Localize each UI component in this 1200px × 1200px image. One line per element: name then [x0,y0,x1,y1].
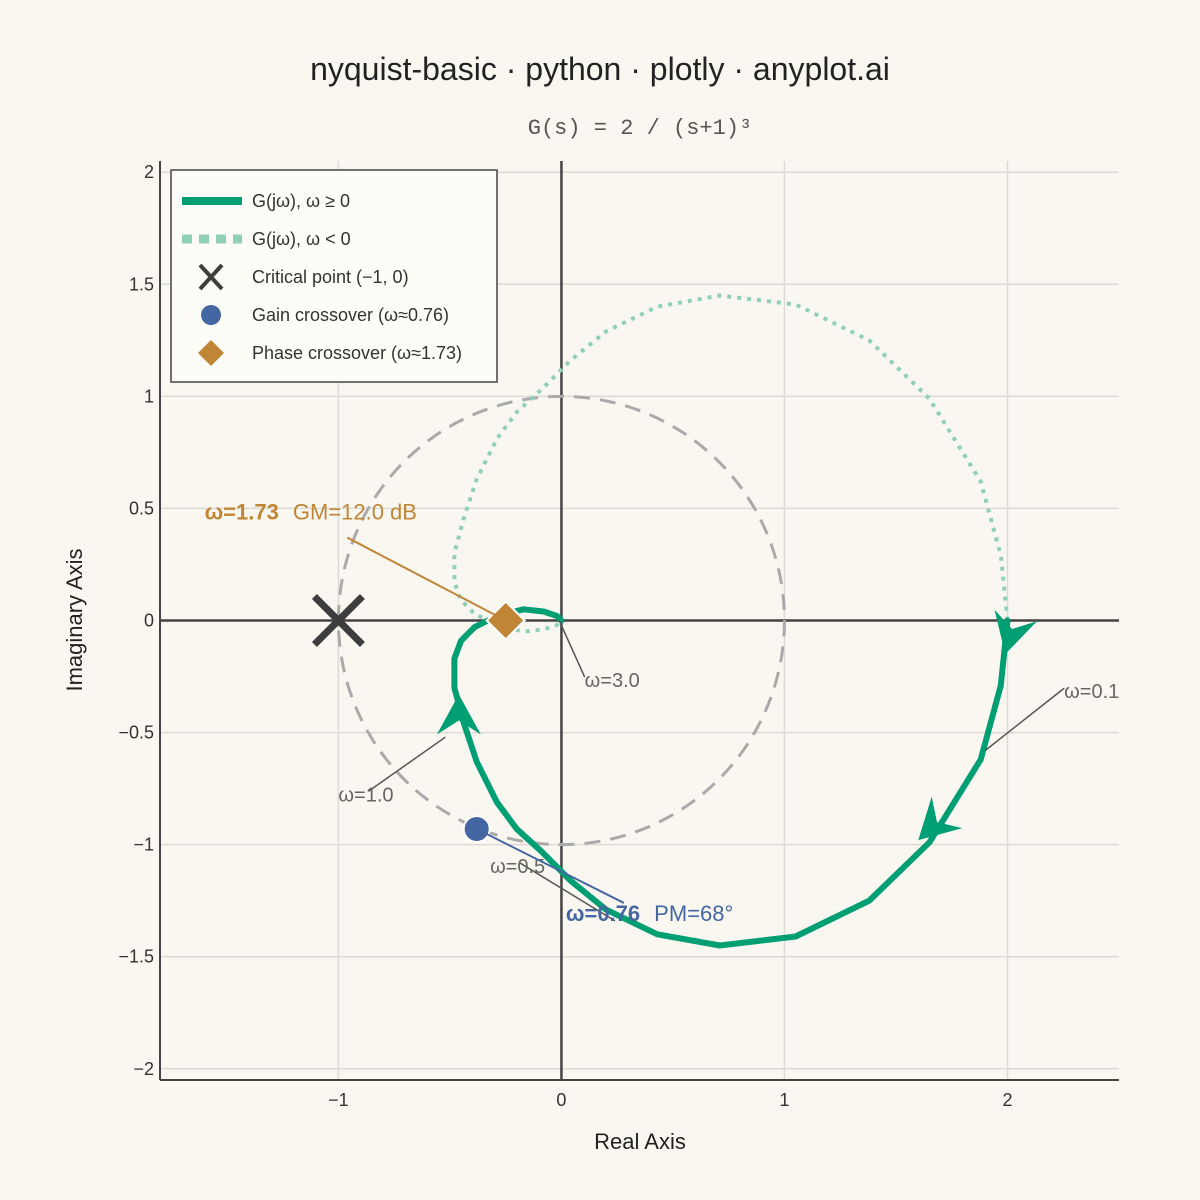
y-tick-label: 1 [144,386,154,406]
x-tick-label: 1 [779,1090,789,1110]
legend-swatch-gain [201,305,221,325]
chart-title: nyquist-basic · python · plotly · anyplo… [310,51,890,87]
direction-arrow [436,694,481,735]
direction-arrow [994,609,1037,655]
frequency-leader-line [519,862,616,922]
positive-frequency-curve [451,606,1011,949]
plot-frame [159,161,1119,1081]
annotation-margin: GM=12.0 dB [293,500,417,525]
direction-arrow [918,796,963,841]
legend-box [170,169,498,383]
direction-arrows [436,609,1037,841]
frequency-label: ω=1.0 [338,784,393,806]
annotation-text: ω=1.73 GM=12.0 dB [205,500,417,525]
x-tick-label: 0 [556,1090,566,1110]
x-axis-title: Real Axis [594,1129,686,1154]
frequency-label: ω=0.1 [1064,681,1119,703]
tick-labels: −1 0 1 2 2 1.5 1 0.5 0 −0.5 −1 −1.5 −2 [118,162,1012,1110]
y-tick-label: −1 [133,835,154,855]
annotation-leader-line [346,536,507,622]
y-axis-title: Imaginary Axis [62,548,87,691]
x-tick-label: −1 [328,1090,349,1110]
legend-label: G(jω), ω < 0 [252,229,351,249]
x-tick-label: 2 [1002,1090,1012,1110]
legend-label: Critical point (−1, 0) [252,267,409,287]
critical-point-marker [311,594,365,647]
annotation-text: ω=0.76 PM=68° [566,901,733,926]
margin-annotations: ω=1.73 GM=12.0 dB ω=0.76 PM=68° [205,500,734,926]
y-tick-label: 0 [144,611,154,631]
frequency-labels: ω=0.1 ω=0.5 ω=1.0 ω=3.0 [338,620,1119,922]
y-tick-label: −1.5 [118,947,154,967]
negative-frequency-curve [452,293,1010,634]
y-tick-label: 1.5 [129,274,154,294]
legend-swatch-critical [198,263,224,291]
arrowhead [994,609,1037,655]
chart-subtitle: G(s) = 2 / (s+1)³ [528,116,752,141]
legend-label: G(jω), ω ≥ 0 [252,191,350,211]
frequency-label: ω=0.5 [490,856,545,878]
frequency-label: ω=3.0 [585,670,640,692]
arrowhead [918,796,963,841]
legend-swatch-phase [198,340,224,366]
y-tick-label: 2 [144,162,154,182]
frequency-leader-line [367,736,446,792]
annotation-frequency: ω=0.76 [566,901,640,926]
frequency-leader-line [558,620,586,678]
legend-label: Gain crossover (ω≈0.76) [252,305,449,325]
annotation-leader-line [476,828,625,904]
y-tick-label: −2 [133,1059,154,1079]
y-tick-label: −0.5 [118,723,154,743]
annotation-margin: PM=68° [654,901,733,926]
legend-label: Phase crossover (ω≈1.73) [252,343,462,363]
frequency-leader-line [984,687,1065,752]
arrowhead [436,694,481,735]
y-tick-label: 0.5 [129,498,154,518]
annotation-frequency: ω=1.73 [205,500,279,525]
legend: G(jω), ω ≥ 0 G(jω), ω < 0 Critical point (… [170,169,498,383]
